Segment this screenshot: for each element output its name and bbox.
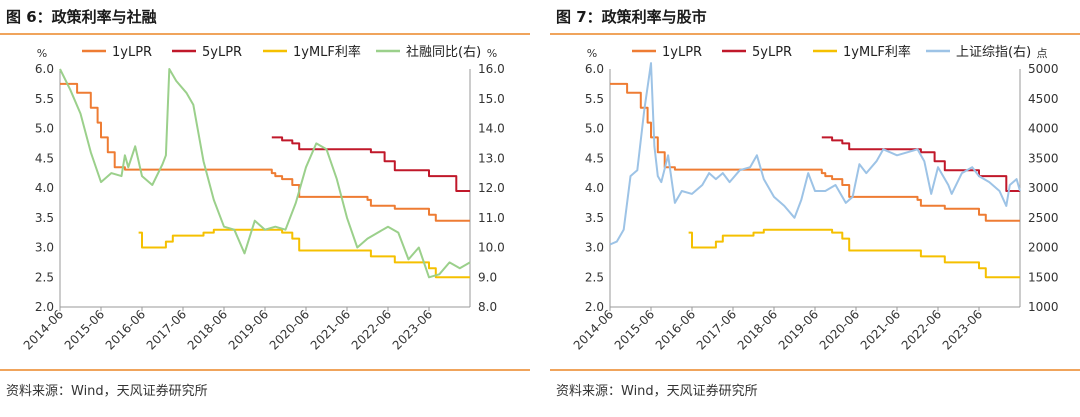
y2-tick-label: 9.0 <box>478 270 497 284</box>
y2-tick-label: 5000 <box>1028 62 1059 76</box>
y-tick-label: 5.5 <box>585 92 604 106</box>
y-tick-label: 3.0 <box>585 241 604 255</box>
title-rule <box>0 33 530 35</box>
source-rule <box>0 369 530 371</box>
source-note: 资料来源：Wind，天风证券研究所 <box>6 384 208 399</box>
y-tick-label: 4.5 <box>35 151 54 165</box>
y-tick-label: 3.5 <box>585 211 604 225</box>
series-line-1yLPR <box>610 82 1020 222</box>
y-tick-label: 4.5 <box>585 151 604 165</box>
y-tick-label: 2.5 <box>585 270 604 284</box>
legend-label: 1yLPR <box>662 45 702 60</box>
series-line-1yLPR <box>60 82 470 222</box>
legend-item: 1yLPR <box>632 45 702 60</box>
x-tick-label: 2015-06 <box>62 307 107 352</box>
title-rule <box>550 33 1080 35</box>
x-tick-label: 2015-06 <box>612 307 657 352</box>
chart-6-svg: % % 2.0 2.5 3.0 3.5 4.0 4.5 5.0 5.5 6.0 8.0 9.0 10.0 1… <box>21 44 505 353</box>
y2-tick-label: 10.0 <box>478 241 505 255</box>
y2-tick-label: 11.0 <box>478 211 505 225</box>
y-tick-label: 4.0 <box>585 181 604 195</box>
x-tick-label: 2016-06 <box>653 307 698 352</box>
y2-tick-label: 2000 <box>1028 241 1059 255</box>
x-tick-label: 2022-06 <box>899 307 944 352</box>
x-tick-label: 2018-06 <box>735 307 780 352</box>
y-tick-label: 2.5 <box>35 270 54 284</box>
x-tick-label: 2019-06 <box>776 307 821 352</box>
y-unit-right: 点 <box>1037 47 1048 60</box>
y-tick-label: 6.0 <box>35 62 54 76</box>
x-tick-label: 2022-06 <box>349 307 394 352</box>
y-unit-left: % <box>37 47 47 60</box>
legend-label: 1yMLF利率 <box>843 44 911 60</box>
series-line-1yMLF利率 <box>688 228 1020 279</box>
series-line-5yLPR <box>271 136 470 192</box>
series-line-5yLPR <box>821 136 1020 192</box>
legend-item: 1yMLF利率 <box>813 44 911 60</box>
source-rule <box>550 369 1080 371</box>
y-tick-label: 5.0 <box>35 122 54 136</box>
source-note: 资料来源：Wind，天风证券研究所 <box>556 384 758 399</box>
y-tick-label: 3.0 <box>35 241 54 255</box>
legend-label: 上证综指(右) <box>956 45 1031 60</box>
y-tick-label: 6.0 <box>585 62 604 76</box>
legend-item: 5yLPR <box>722 45 792 60</box>
y-tick-label: 2.0 <box>585 300 604 314</box>
y-tick-label: 5.0 <box>585 122 604 136</box>
y-tick-label: 4.0 <box>35 181 54 195</box>
y2-tick-label: 16.0 <box>478 62 505 76</box>
y2-tick-label: 1000 <box>1028 300 1059 314</box>
y-unit-left: % <box>587 47 597 60</box>
y-tick-label: 2.0 <box>35 300 54 314</box>
y2-tick-label: 8.0 <box>478 300 497 314</box>
y2-tick-label: 1500 <box>1028 270 1059 284</box>
x-tick-label: 2019-06 <box>226 307 271 352</box>
x-tick-label: 2023-06 <box>940 307 985 352</box>
y-tick-label: 3.5 <box>35 211 54 225</box>
x-tick-label: 2014-06 <box>21 307 66 352</box>
y2-tick-label: 4000 <box>1028 122 1059 136</box>
legend-label: 社融同比(右) <box>406 44 481 60</box>
legend-item: 5yLPR <box>172 45 242 60</box>
figure-title: 图 7：政策利率与股市 <box>556 8 707 26</box>
x-tick-label: 2021-06 <box>858 307 903 352</box>
x-tick-label: 2017-06 <box>144 307 189 352</box>
chart-7-svg: % 点 2.0 2.5 3.0 3.5 4.0 4.5 5.0 5.5 6.0 1000 1500 200… <box>571 44 1059 353</box>
figure-title: 图 6：政策利率与社融 <box>6 8 157 26</box>
legend-label: 5yLPR <box>202 45 242 60</box>
x-tick-label: 2014-06 <box>571 307 616 352</box>
series-line-社融同比(右) <box>59 68 471 279</box>
y-unit-right: % <box>487 47 497 60</box>
y2-tick-label: 3000 <box>1028 181 1059 195</box>
legend-label: 5yLPR <box>752 45 792 60</box>
x-tick-label: 2017-06 <box>694 307 739 352</box>
legend-item: 社融同比(右) <box>376 44 481 60</box>
x-tick-label: 2021-06 <box>308 307 353 352</box>
x-tick-label: 2020-06 <box>817 307 862 352</box>
y2-tick-label: 13.0 <box>478 151 505 165</box>
y2-tick-label: 14.0 <box>478 122 505 136</box>
legend-label: 1yMLF利率 <box>293 44 361 60</box>
figure-7-panel: 图 7：政策利率与股市 % 点 2.0 2.5 3.0 3.5 4.0 4.5 5.0 5.5 6.… <box>550 0 1080 417</box>
legend-label: 1yLPR <box>112 45 152 60</box>
x-tick-label: 2023-06 <box>390 307 435 352</box>
y2-tick-label: 4500 <box>1028 92 1059 106</box>
figure-6-panel: 图 6：政策利率与社融 %% 2.0 2.5 3.0 3.5 4.0 4.5 5.0 5.5 6.… <box>0 0 530 417</box>
x-tick-label: 2016-06 <box>103 307 148 352</box>
series-line-上证综指(右) <box>609 62 1021 246</box>
x-tick-label: 2020-06 <box>267 307 312 352</box>
legend-item: 上证综指(右) <box>926 45 1031 60</box>
y2-tick-label: 2500 <box>1028 211 1059 225</box>
legend-item: 1yMLF利率 <box>263 44 361 60</box>
x-tick-label: 2018-06 <box>185 307 230 352</box>
y2-tick-label: 3500 <box>1028 151 1059 165</box>
y2-tick-label: 12.0 <box>478 181 505 195</box>
legend-item: 1yLPR <box>82 45 152 60</box>
y2-tick-label: 15.0 <box>478 92 505 106</box>
y-tick-label: 5.5 <box>35 92 54 106</box>
